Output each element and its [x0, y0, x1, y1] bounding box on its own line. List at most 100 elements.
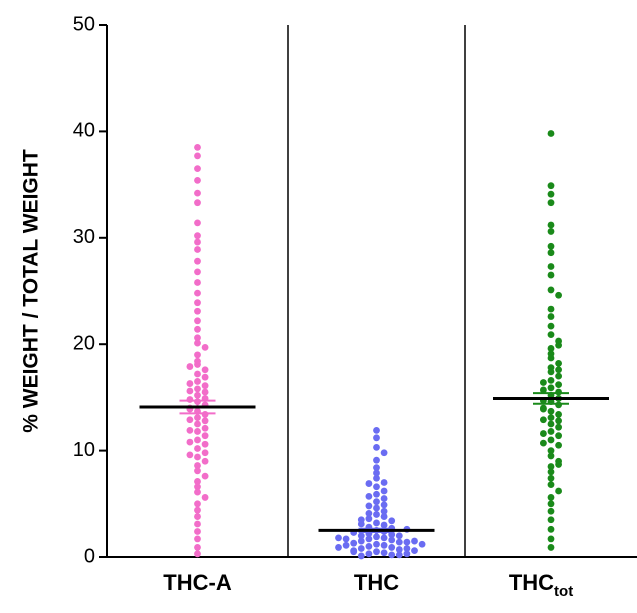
dot — [373, 426, 380, 434]
category-name: THC-A — [163, 570, 232, 595]
dot — [547, 313, 555, 320]
dot — [547, 452, 555, 460]
dot — [194, 143, 201, 151]
dot — [540, 379, 547, 386]
dot — [194, 478, 201, 485]
dot — [547, 414, 555, 422]
dot — [547, 516, 555, 524]
dot — [388, 536, 396, 544]
dot — [555, 432, 562, 440]
x-tick-label: THC — [354, 570, 399, 595]
category-name: THC — [509, 570, 554, 595]
dot — [403, 538, 411, 546]
dot — [373, 434, 380, 442]
dot — [547, 305, 555, 313]
dot — [547, 500, 555, 508]
dot — [194, 176, 201, 184]
dot — [357, 545, 365, 552]
dot — [201, 388, 209, 396]
dot — [547, 428, 555, 435]
dot — [395, 551, 403, 559]
dot — [201, 472, 209, 480]
dot — [373, 498, 380, 506]
dot — [357, 516, 365, 524]
dot — [342, 541, 350, 549]
dot — [373, 511, 380, 518]
dot — [335, 544, 342, 551]
dot — [547, 271, 555, 279]
dot — [547, 249, 555, 257]
dot — [350, 548, 358, 556]
y-axis-label: % WEIGHT / TOTAL WEIGHT — [20, 149, 43, 433]
dot — [194, 513, 201, 520]
dot — [547, 544, 555, 551]
dot — [194, 257, 201, 265]
dot — [201, 373, 209, 381]
dot — [547, 463, 555, 470]
dot — [201, 366, 209, 374]
dot — [194, 370, 201, 378]
dot — [335, 534, 342, 542]
dot — [186, 438, 194, 446]
dot — [194, 550, 201, 558]
dot — [555, 359, 562, 367]
dot — [365, 535, 373, 543]
dot — [194, 189, 201, 197]
dot — [194, 165, 201, 173]
category-name: THC — [354, 570, 399, 595]
dot — [547, 286, 555, 294]
dot — [547, 376, 555, 384]
y-tick-label: 40 — [73, 120, 95, 142]
dot — [194, 152, 201, 160]
dot — [555, 411, 562, 418]
dot — [540, 416, 547, 424]
dot — [194, 500, 201, 508]
dot — [555, 461, 562, 468]
dot — [380, 501, 388, 509]
dot — [547, 447, 555, 454]
dot — [194, 351, 201, 359]
dot — [194, 453, 201, 461]
dot — [194, 528, 201, 535]
dot — [194, 246, 201, 253]
dot — [555, 381, 562, 389]
dot — [380, 449, 388, 457]
dot — [547, 368, 555, 376]
dot — [194, 506, 201, 514]
dot — [547, 468, 555, 476]
dot — [194, 279, 201, 286]
dot — [547, 331, 555, 339]
dot — [201, 457, 209, 465]
series — [540, 130, 562, 551]
dot — [373, 504, 380, 512]
dot — [547, 190, 555, 198]
dot — [201, 494, 209, 501]
dot — [201, 449, 209, 457]
dot — [395, 546, 403, 553]
dot — [357, 537, 365, 545]
dot — [547, 345, 555, 352]
dot — [555, 372, 562, 380]
dot — [373, 474, 380, 482]
dot — [540, 430, 547, 437]
dot — [186, 380, 194, 387]
dot — [194, 299, 201, 307]
dot — [403, 550, 411, 558]
dot — [547, 242, 555, 250]
dot — [357, 532, 365, 540]
y-tick-label: 10 — [73, 439, 95, 461]
dot — [555, 341, 562, 349]
dot — [547, 263, 555, 270]
dot — [547, 474, 555, 482]
dot — [373, 540, 380, 548]
dot — [547, 322, 555, 330]
dot — [555, 366, 562, 374]
dot — [194, 199, 201, 207]
dot — [540, 386, 547, 394]
dot — [194, 317, 201, 325]
dot — [380, 513, 388, 520]
dot — [194, 385, 201, 393]
dot — [194, 334, 201, 342]
dot — [380, 487, 388, 495]
